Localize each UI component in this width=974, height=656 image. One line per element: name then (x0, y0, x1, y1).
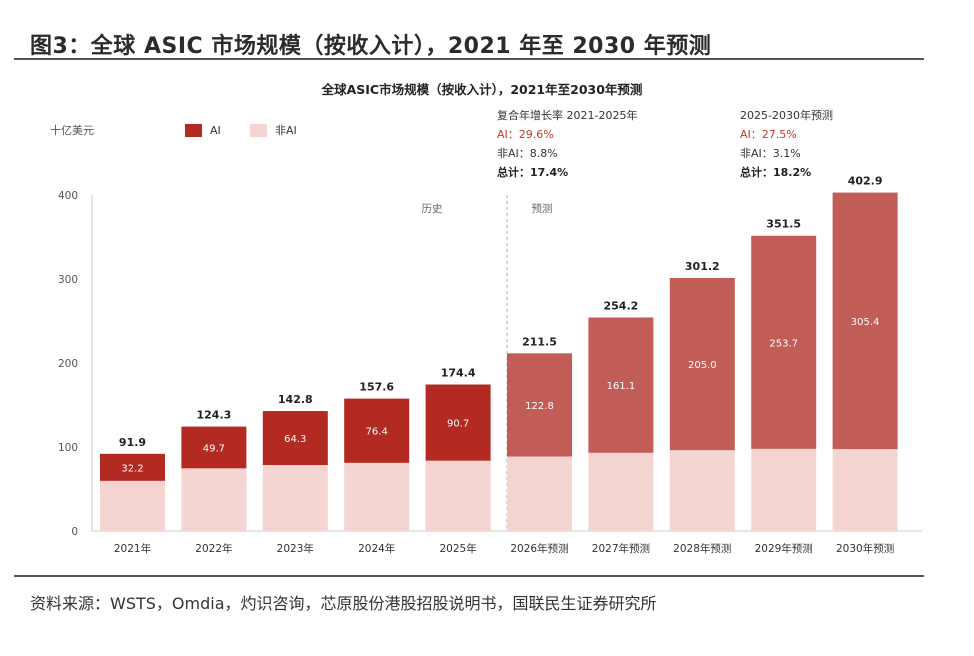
x-category-label: 2024年 (358, 542, 395, 555)
asic-market-chart: 全球ASIC市场规模（按收入计），2021年至2030年预测 十亿美元 AI 非… (50, 82, 922, 555)
x-category-label: 2022年 (195, 542, 232, 555)
bar-ai (262, 411, 328, 466)
total-value-label: 124.3 (197, 409, 232, 422)
cagr-box-history: 复合年增长率 2021-2025年 AI：29.6% 非AI：8.8% 总计：1… (497, 108, 637, 179)
total-value-label: 301.2 (685, 260, 720, 273)
total-value-label: 402.9 (848, 175, 883, 188)
bar-ai (669, 277, 735, 451)
y-tick-label: 0 (71, 526, 78, 538)
ai-value-label: 49.7 (203, 443, 225, 454)
unit-label: 十亿美元 (50, 123, 94, 137)
cagr-forecast-total: 总计：18.2% (740, 165, 811, 179)
cagr-history-total: 总计：17.4% (497, 165, 568, 179)
y-tick-label: 200 (58, 358, 78, 370)
ai-value-label: 205.0 (688, 360, 717, 371)
cagr-forecast-title: 2025-2030年预测 (740, 108, 833, 122)
bar-non-ai (100, 480, 165, 531)
bar-ai (751, 235, 817, 449)
y-tick-label: 400 (58, 190, 78, 202)
x-category-label: 2028年预测 (673, 542, 731, 555)
bar-ai (588, 317, 654, 453)
ai-value-label: 161.1 (607, 381, 636, 392)
ai-value-label: 122.8 (525, 401, 554, 412)
bar-non-ai (262, 465, 328, 531)
cagr-forecast-ai: AI：27.5% (740, 128, 797, 141)
section-label-history: 历史 (422, 203, 443, 215)
total-value-label: 211.5 (522, 335, 557, 348)
bar-ai (425, 384, 491, 461)
chart-title: 全球ASIC市场规模（按收入计），2021年至2030年预测 (321, 82, 643, 97)
x-category-label: 2026年预测 (510, 542, 568, 555)
bar-non-ai (181, 468, 247, 531)
total-value-label: 157.6 (359, 381, 394, 394)
total-value-label: 254.2 (604, 299, 639, 312)
bar-non-ai (588, 452, 654, 531)
cagr-box-forecast: 2025-2030年预测 AI：27.5% 非AI：3.1% 总计：18.2% (740, 108, 833, 179)
total-value-label: 174.4 (441, 367, 476, 380)
total-value-label: 351.5 (766, 218, 801, 231)
legend-swatch-non-ai (250, 124, 267, 137)
cagr-history-ai: AI：29.6% (497, 128, 554, 141)
y-axis-ticks: 0 100 200 300 400 (58, 190, 78, 538)
bar-non-ai (751, 448, 817, 531)
bar-non-ai (425, 460, 491, 531)
cagr-forecast-non-ai: 非AI：3.1% (740, 147, 801, 160)
source-rule (14, 575, 924, 577)
y-tick-label: 100 (58, 442, 78, 454)
ai-value-label: 90.7 (447, 419, 469, 430)
x-category-label: 2029年预测 (755, 542, 813, 555)
source-note: 资料来源：WSTS，Omdia，灼识咨询，芯原股份港股招股说明书，国联民生证券研… (30, 594, 657, 613)
legend-label-non-ai: 非AI (275, 124, 297, 137)
bar-non-ai (344, 462, 410, 531)
bar-non-ai (507, 456, 572, 531)
ai-value-label: 64.3 (284, 434, 306, 445)
ai-value-label: 305.4 (851, 317, 880, 328)
bar-ai (344, 398, 410, 463)
bar-non-ai (832, 449, 898, 531)
title-rule (14, 58, 924, 60)
x-category-label: 2025年 (439, 542, 476, 555)
x-category-label: 2023年 (277, 542, 314, 555)
bar-ai (100, 453, 165, 481)
bar-ai (507, 353, 572, 457)
section-label-forecast: 预测 (532, 202, 553, 215)
figure-title: 图3：全球 ASIC 市场规模（按收入计），2021 年至 2030 年预测 (30, 34, 712, 59)
x-category-label: 2021年 (114, 542, 151, 555)
legend-swatch-ai (185, 124, 202, 137)
bar-ai (832, 192, 898, 450)
bar-non-ai (669, 450, 735, 531)
y-tick-label: 300 (58, 274, 78, 286)
legend-label-ai: AI (210, 124, 221, 137)
bar-ai (181, 426, 247, 469)
ai-value-label: 253.7 (769, 338, 798, 349)
x-category-label: 2027年预测 (592, 542, 650, 555)
total-value-label: 142.8 (278, 393, 313, 406)
x-category-label: 2030年预测 (836, 542, 894, 555)
ai-value-label: 76.4 (366, 427, 388, 438)
ai-value-label: 32.2 (121, 463, 143, 474)
total-value-label: 91.9 (119, 436, 146, 449)
cagr-history-non-ai: 非AI：8.8% (497, 147, 558, 160)
cagr-history-title: 复合年增长率 2021-2025年 (497, 108, 637, 122)
bars: 32.2 91.9 2021年 49.7 124.3 2022年 64.3 142.8 2023… (100, 175, 898, 555)
